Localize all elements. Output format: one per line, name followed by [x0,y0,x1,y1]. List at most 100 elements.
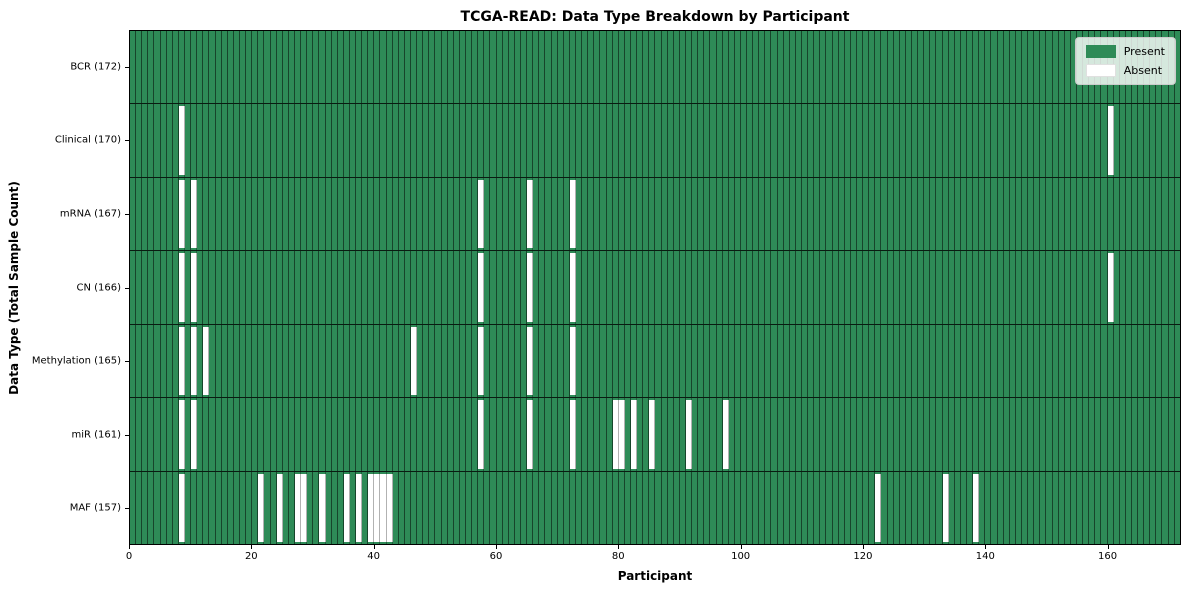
cell-present [661,251,668,324]
cell-present [1058,324,1065,398]
cell-present [777,471,784,544]
cell-present [850,251,858,324]
cell-present [912,251,919,324]
cell-present [979,471,986,544]
cell-present [508,177,515,251]
cell-present [1174,398,1180,471]
cell-present [301,324,308,398]
cell-present [521,31,528,104]
cell-present [936,31,943,104]
cell-present [203,31,210,104]
cell-present [172,177,179,251]
cell-present [985,398,992,471]
cell-present [203,398,210,471]
cell-present [136,104,143,177]
cell-present [404,471,412,544]
cell-present [899,251,906,324]
cell-present [771,104,778,177]
cell-present [447,31,454,104]
cell-present [820,177,827,251]
cell-present [875,398,882,471]
cell-present [618,31,625,104]
x-tick-mark [862,545,864,549]
cell-present [1113,104,1120,177]
cell-present [130,31,137,104]
cell-present [673,398,680,471]
cell-present [1021,251,1029,324]
cell-present [197,324,204,398]
cell-present [710,398,717,471]
cell-present [490,177,497,251]
cell-present [435,177,442,251]
cell-present [936,251,943,324]
cell-present [649,177,656,251]
cell-present [606,104,613,177]
cell-present [710,104,717,177]
cell-present [1162,104,1169,177]
cell-present [521,471,528,544]
cell-present [869,104,876,177]
cell-present [1046,104,1053,177]
cell-present [1015,324,1022,398]
cell-present [1034,104,1041,177]
cell-present [136,324,143,398]
cell-present [893,324,900,398]
cell-present [1009,324,1016,398]
cell-present [441,324,448,398]
x-axis-label: Participant [617,569,693,583]
y-tick-mark [125,140,129,142]
cell-present [814,31,821,104]
cell-present [667,324,674,398]
cell-present [1083,104,1090,177]
cell-present [301,104,308,177]
cell-present [239,471,247,544]
cell-present [1138,104,1145,177]
cell-present [991,104,998,177]
y-tick-label: BCR (172) [70,61,121,73]
cell-present [777,177,784,251]
cell-present [484,251,491,324]
cell-present [246,471,253,544]
cell-present [979,324,986,398]
cell-present [392,251,399,324]
x-tick-label: 100 [731,551,751,562]
cell-present [374,324,381,398]
cell-present [239,31,247,104]
cell-present [539,31,546,104]
cell-present [1009,177,1016,251]
chart-title: TCGA-READ: Data Type Breakdown by Partic… [460,9,850,25]
cell-present [411,398,418,471]
cell-present [1119,177,1126,251]
cell-present [508,31,515,104]
cell-present [1021,31,1029,104]
y-tick-label: mRNA (167) [59,208,121,220]
cell-present [930,398,937,471]
cell-present [392,177,399,251]
cell-present [936,398,943,471]
cell-present [905,104,912,177]
cell-present [722,31,729,104]
y-tick-label: miR (161) [71,429,121,441]
cell-present [1156,104,1163,177]
cell-present [692,398,699,471]
cell-present [789,31,796,104]
cell-present [368,104,375,177]
cell-present [184,324,192,398]
cell-present [582,324,589,398]
cell-present [795,398,803,471]
cell-present [1064,251,1071,324]
cell-present [747,398,754,471]
cell-present [594,104,601,177]
x-tick-label: 40 [367,551,381,562]
cell-present [771,471,778,544]
cell-present [820,104,827,177]
cell-present [777,324,784,398]
cell-present [606,324,613,398]
cell-present [936,471,943,544]
cell-present [808,324,815,398]
cell-present [1046,324,1053,398]
cell-present [1101,398,1108,471]
cell-present [1070,398,1077,471]
cell-present [1168,104,1175,177]
cell-present [178,31,185,104]
